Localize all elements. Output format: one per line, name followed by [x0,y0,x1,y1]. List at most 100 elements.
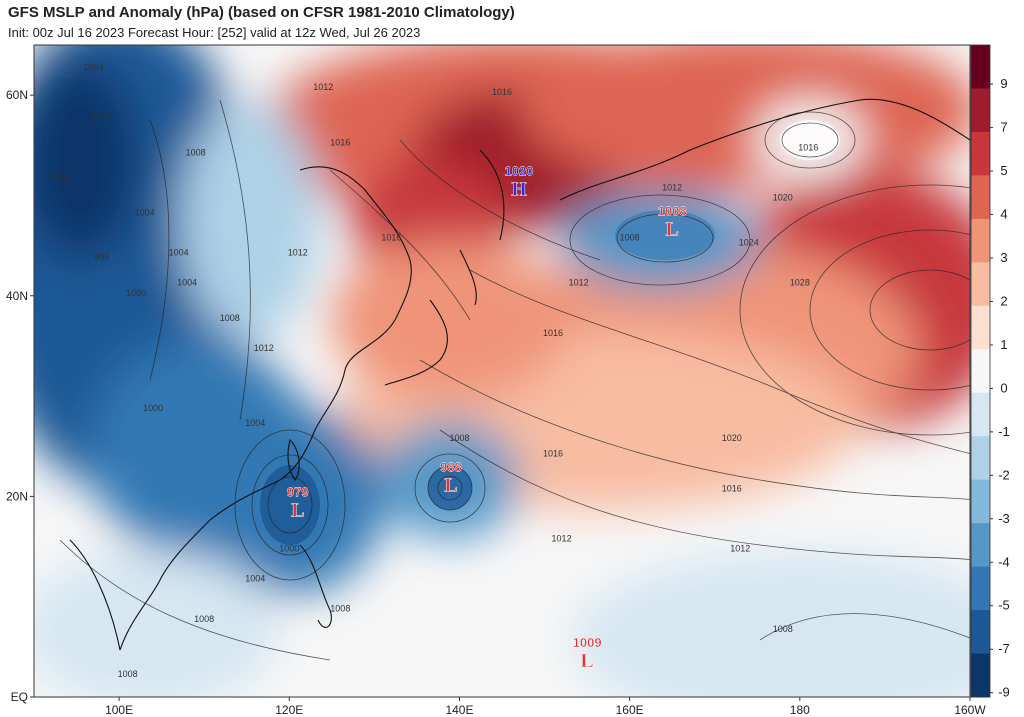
isobar-label: 1004 [50,172,70,182]
isobar-label: 1008 [118,669,138,679]
colorbar-swatch [971,262,990,307]
colorbar-swatch [971,436,990,481]
isobar-label: 1000 [143,403,163,413]
y-tick-label: 60N [6,88,28,102]
colorbar-label: -9 [998,685,1010,700]
isobar-label: 1016 [381,233,401,243]
isobar-label: 1004 [245,574,265,584]
isobar-label: 1004 [245,418,265,428]
system-value: 1008 [658,204,687,219]
system-value: 979 [287,484,309,499]
system-value: 1020 [505,163,534,178]
isobar-label: 1016 [543,328,563,338]
x-tick-label: 180 [790,703,810,717]
chart-title: GFS MSLP and Anomaly (hPa) (based on CFS… [8,4,515,21]
colorbar-label: 4 [1000,207,1007,222]
colorbar-label: 9 [1000,76,1007,91]
anomaly-field [34,45,970,697]
colorbar-label: -5 [998,598,1010,613]
y-tick-label: EQ [11,690,28,704]
isobar-label: 1004 [135,208,155,218]
isobar-label: 1016 [543,448,563,458]
colorbar-swatch [971,218,990,263]
coastlines [69,98,970,651]
low-pressure-marker: L [666,219,679,241]
isobar-label: 1012 [730,544,750,554]
y-axis: EQ 20N 40N 60N [6,88,34,704]
isobar-label: 1000 [279,544,299,554]
colorbar-label: -2 [998,467,1010,482]
colorbar-swatch [971,45,990,89]
isobar-label: 1016 [798,142,818,152]
x-tick-label: 120E [275,703,303,717]
colorbar-label: 5 [1000,163,1007,178]
low-pressure-marker: L [444,474,457,496]
colorbar-label: -3 [998,511,1010,526]
colorbar-label: -7 [998,641,1010,656]
colorbar-label: 7 [1000,120,1007,135]
isobar-label: 1008 [220,313,240,323]
colorbar-label: -1 [998,424,1010,439]
colorbar: 9 7 5 4 3 2 1 0 -1 -2 -3 -4 -5 -7 -9 [970,44,1010,700]
colorbar-label: 0 [1000,380,1007,395]
colorbar-swatch [971,610,990,655]
isobar-label: 1000 [92,112,112,122]
y-tick-label: 40N [6,289,28,303]
colorbar-swatch [971,305,990,350]
isobars [59,99,970,661]
isobar-label: 1020 [722,433,742,443]
isobar-label: 1008 [449,433,469,443]
colorbar-swatch [971,653,990,698]
colorbar-swatch [971,175,990,220]
colorbar-swatch [971,523,990,568]
plot-frame [33,44,971,698]
low-pressure-marker: L [580,650,593,672]
isobar-label: 1024 [739,238,759,248]
isobar-label: 1012 [313,82,333,92]
isobar-label: 1000 [126,288,146,298]
isobar-label: 1008 [186,147,206,157]
isobar-label: 1012 [552,534,572,544]
colorbar-label: -4 [998,554,1010,569]
isobar-label: 1016 [330,137,350,147]
x-tick-label: 160E [616,703,644,717]
isobar-label: 1012 [569,278,589,288]
colorbar-label: 3 [1000,250,1007,265]
colorbar-swatch [971,131,990,176]
colorbar-label: 2 [1000,293,1007,308]
x-tick-label: 160W [954,703,986,717]
colorbar-label: 1 [1000,337,1007,352]
x-tick-label: 100E [105,703,133,717]
colorbar-swatch [971,566,990,611]
isobar-label: 1020 [773,192,793,202]
low-pressure-marker: L [291,499,304,521]
isobar-label: 1004 [177,278,197,288]
y-tick-label: 20N [6,489,28,503]
isobar-label: 1008 [330,604,350,614]
chart-subtitle: Init: 00z Jul 16 2023 Forecast Hour: [25… [8,25,421,40]
isobar-label: 1016 [722,483,742,493]
isobar-label: 1004 [84,62,104,72]
isobar-label: 1012 [288,248,308,258]
system-value: 1009 [573,635,602,650]
isobar-label: 1008 [194,614,214,624]
isobar-label: 1008 [620,233,640,243]
colorbar-swatch [971,479,990,524]
isobar-label: 1012 [254,343,274,353]
colorbar-swatch [971,88,990,133]
x-tick-label: 140E [445,703,473,717]
isobar-labels: 1004 1000 1004 1004 996 1004 1004 1000 1008 1012 1… [50,62,819,679]
colorbar-swatch [971,392,990,437]
x-axis: 100E 120E 140E 160E 180 160W [105,697,986,717]
isobar-label: 1012 [662,182,682,192]
isobar-label: 1016 [492,87,512,97]
isobar-label: 996 [95,253,110,263]
isobar-label: 1008 [773,624,793,634]
high-pressure-marker: H [511,178,527,200]
isobar-label: 1028 [790,278,810,288]
system-value: 988 [440,459,462,474]
isobar-label: 1004 [169,248,189,258]
colorbar-swatch [971,349,990,394]
